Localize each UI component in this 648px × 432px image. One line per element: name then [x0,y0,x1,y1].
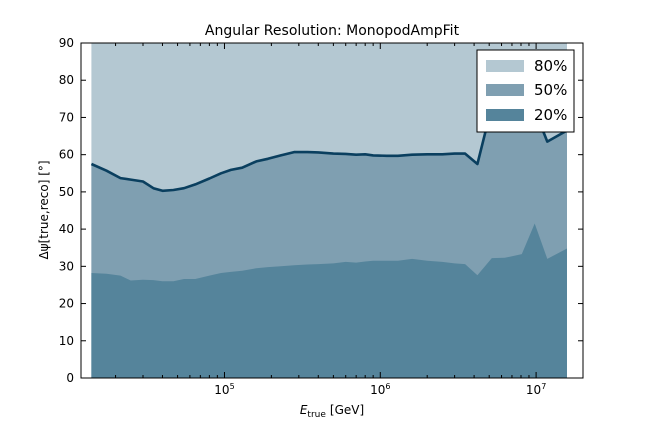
y-axis-ticks: 0 10 20 30 40 50 60 70 80 90 [59,36,583,385]
y-tick-label: 90 [59,36,74,50]
x-tick-label: 105 [214,382,234,397]
y-axis-label: Δψ[true,reco] [°] [37,160,51,259]
area-series-group [91,43,568,378]
y-tick-label: 10 [59,334,74,348]
plot-frame [80,42,584,379]
legend: 80% 50% 20% [476,49,575,133]
x-tick-label: 107 [526,382,546,397]
y-tick-label: 0 [66,371,74,385]
y-tick-label: 40 [59,222,74,236]
legend-label-50: 50% [534,81,567,99]
chart-title: Angular Resolution: MonopodAmpFit [205,23,460,39]
x-tick-label: 106 [370,382,390,397]
y-tick-label: 50 [59,185,74,199]
x-axis-label: Etrue [GeV] [300,403,364,420]
x-axis-label-main: E [300,403,308,417]
legend-swatch-20 [486,109,524,121]
y-tick-label: 80 [59,73,74,87]
y-tick-label: 30 [59,259,74,273]
legend-label-20: 20% [534,106,567,124]
y-tick-label: 60 [59,148,74,162]
series-line-50 [90,93,568,193]
y-tick-label: 20 [59,297,74,311]
x-axis-label-sub: true [307,410,326,420]
area-20-percent [91,223,568,378]
legend-swatch-50 [486,84,524,96]
y-tick-label: 70 [59,110,74,124]
legend-swatch-80 [486,60,524,72]
legend-label-80: 80% [534,57,567,75]
x-axis-ticks: 105 106 107 [115,43,584,397]
x-axis-label-unit: [GeV] [330,403,364,417]
